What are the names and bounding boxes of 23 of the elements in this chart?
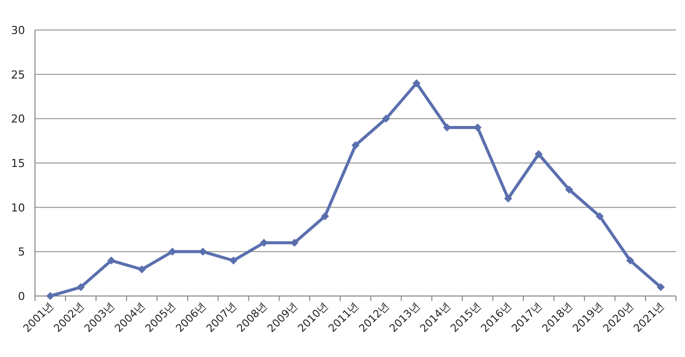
point — [656, 283, 665, 292]
y-tick-label: 5 — [18, 246, 25, 259]
point — [229, 256, 238, 265]
y-tick-label: 15 — [11, 157, 25, 170]
point — [626, 256, 634, 265]
y-tick-label: 10 — [11, 201, 25, 214]
point — [352, 141, 360, 150]
point — [107, 256, 116, 265]
y-tick-label: 0 — [18, 290, 25, 303]
point — [596, 212, 604, 220]
y-tick-label: 30 — [11, 24, 25, 37]
point — [76, 283, 85, 292]
point — [534, 150, 543, 158]
point — [412, 79, 421, 88]
y-tick-label: 20 — [11, 112, 25, 126]
y-tick-label: 25 — [11, 68, 25, 82]
point — [565, 186, 574, 194]
point — [138, 265, 146, 274]
point — [260, 238, 268, 247]
point — [46, 292, 54, 300]
point — [504, 194, 512, 202]
point — [320, 212, 329, 220]
point — [382, 114, 390, 123]
